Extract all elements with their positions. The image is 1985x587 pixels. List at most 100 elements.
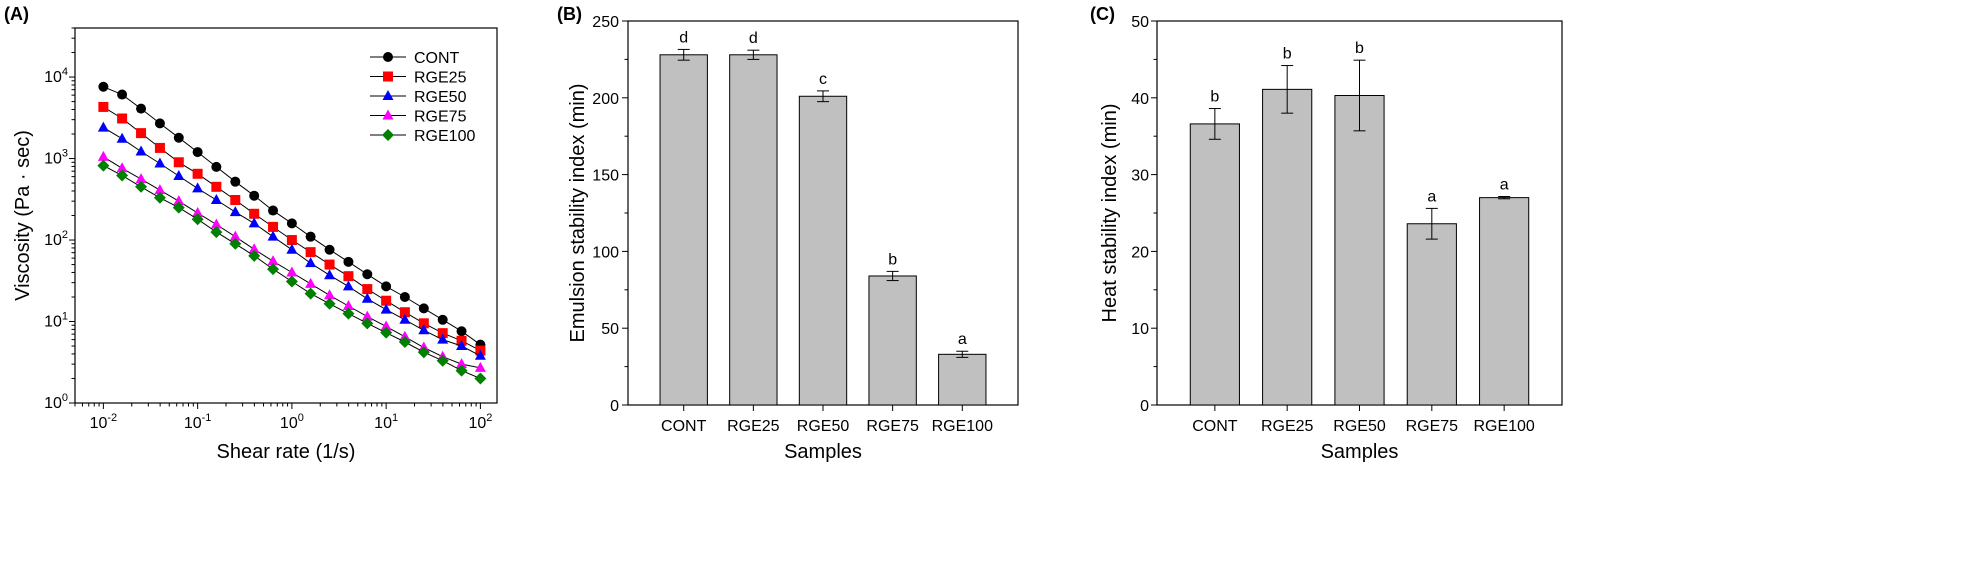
data-point [154,184,166,195]
legend-item-rge25: RGE25 [370,70,467,87]
data-point [173,195,185,206]
data-point [135,180,148,193]
data-point [381,295,392,306]
error-bar-rge75 [1425,207,1438,240]
x-tick-label-a: 102 [468,412,492,432]
data-point [286,235,297,246]
data-point [455,364,468,377]
data-point [117,113,128,124]
data-point [474,349,486,360]
error-bar-rge50 [817,90,829,103]
data-point [248,249,261,262]
error-bar-cont [1208,108,1221,140]
data-point [173,132,184,143]
data-point [305,257,317,268]
data-point [436,354,449,367]
data-point [305,277,317,288]
y-tick-label-a: 102 [44,229,68,249]
y-tick-label: 10 [1131,321,1149,338]
data-point [305,247,316,258]
data-point [418,303,429,314]
y-tick-label: 50 [1131,14,1149,31]
data-point [154,118,165,129]
y-tick-label-a: 103 [44,148,68,168]
data-point [418,324,430,335]
legend-item-rge100: RGE100 [370,128,475,145]
data-point [116,132,128,143]
data-point [229,237,242,250]
y-tick-label-a: 104 [44,66,68,86]
x-tick-label: RGE25 [1261,418,1314,435]
y-tick-label: 30 [1131,168,1149,185]
data-point [97,150,109,161]
significance-label: a [1427,188,1436,205]
data-point [437,328,448,339]
data-point [304,287,317,300]
data-point [267,230,279,241]
error-bar-rge25 [1281,65,1294,114]
bar-rge75 [868,275,917,406]
data-point [285,275,298,288]
data-point [474,361,486,372]
series-rge50 [97,121,486,360]
bar-rge25 [729,54,778,406]
legend-marker [382,109,394,120]
data-point [343,271,354,282]
data-point [456,340,468,351]
data-point [191,213,204,226]
data-point [398,336,411,349]
data-point [399,291,410,302]
legend-label: RGE25 [414,70,467,87]
data-point [361,310,373,321]
significance-label: b [1210,89,1219,106]
data-point [136,128,147,139]
bar-rge75 [1406,223,1457,406]
legend-marker [383,71,393,82]
legend-label: RGE75 [414,109,467,126]
data-point [154,157,166,168]
y-tick-label: 250 [592,14,619,31]
data-point [324,269,336,280]
data-point [116,169,129,182]
data-point [98,101,109,112]
data-point [324,259,335,270]
data-point [380,320,392,331]
data-point [211,161,222,172]
data-point [399,330,411,341]
y-tick-label-a: 100 [44,392,68,412]
x-tick-label-a: 101 [374,412,398,432]
x-tick-label: CONT [661,418,707,435]
data-point [456,358,468,369]
significance-label: d [679,29,688,46]
y-tick-label: 0 [1140,398,1149,415]
data-point [230,194,241,205]
error-bar-rge25 [747,49,760,60]
legend-marker [383,52,393,62]
y-tick-label: 200 [592,91,619,108]
x-tick-label: CONT [1192,418,1238,435]
data-point [342,300,354,311]
data-point [154,142,165,153]
data-point [136,103,147,114]
data-point [286,218,297,229]
x-tick-label-a: 100 [280,412,304,432]
data-point [417,346,430,359]
legend-marker [382,129,394,141]
panel-label-a: (A) [4,4,29,24]
error-bar-cont [677,48,690,61]
data-point [380,303,392,314]
significance-label: b [888,251,897,268]
y-tick-label: 20 [1131,244,1149,261]
error-bar-rge75 [886,270,899,282]
legend-item-cont: CONT [370,50,460,67]
legend-item-rge50: RGE50 [370,89,467,106]
data-point [229,230,241,241]
data-point [267,255,279,266]
y-tick-label: 0 [610,398,619,415]
data-point [305,231,316,242]
x-tick-label-a: 10-1 [184,412,212,432]
significance-label: b [1283,46,1292,63]
data-point [248,243,260,254]
y-tick-label-a: 101 [44,311,68,331]
data-point [380,326,393,339]
